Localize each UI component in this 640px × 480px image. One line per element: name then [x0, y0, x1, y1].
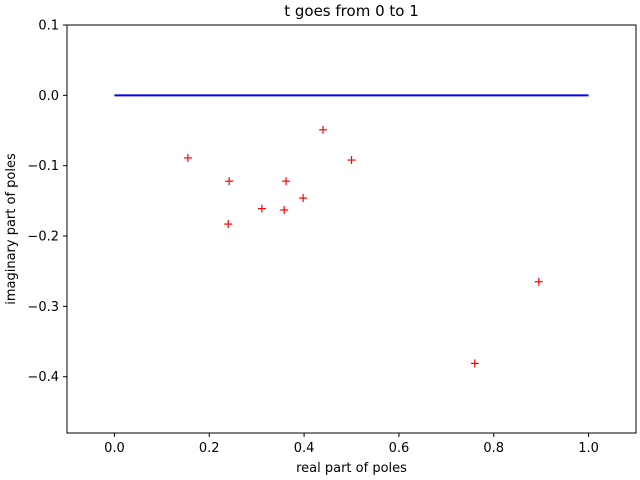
chart-title: t goes from 0 to 1 — [284, 2, 419, 20]
series-layer — [114, 94, 589, 368]
x-axis-label: real part of poles — [296, 461, 407, 476]
data-point — [257, 204, 266, 213]
y-tick-label: −0.4 — [27, 370, 59, 385]
x-tick-label: 1.0 — [578, 441, 599, 456]
plot-area — [66, 24, 637, 434]
y-tick-label: 0.0 — [38, 89, 59, 104]
data-point — [280, 206, 289, 215]
data-point — [225, 177, 234, 186]
x-tick-label: 0.6 — [389, 441, 410, 456]
y-tick-label: −0.3 — [27, 300, 59, 315]
y-axis: 0.1 0.0 −0.1 −0.2 −0.3 −0.4 — [27, 19, 67, 385]
y-tick-label: −0.1 — [27, 159, 59, 174]
x-axis: 0.0 0.2 0.4 0.6 0.8 1.0 — [104, 433, 599, 456]
data-point — [282, 177, 291, 186]
x-tick-label: 0.2 — [199, 441, 220, 456]
y-axis-label: imaginary part of poles — [4, 153, 19, 305]
data-point — [183, 153, 192, 162]
data-point — [224, 220, 233, 229]
y-tick-label: −0.2 — [27, 230, 59, 245]
x-tick-label: 0.0 — [104, 441, 125, 456]
y-tick-label: 0.1 — [38, 19, 59, 34]
data-point — [534, 277, 543, 286]
data-point — [299, 194, 308, 203]
x-tick-label: 0.4 — [294, 441, 315, 456]
data-point — [319, 125, 328, 134]
x-tick-label: 0.8 — [483, 441, 504, 456]
data-point — [347, 156, 356, 165]
data-point — [470, 359, 479, 368]
